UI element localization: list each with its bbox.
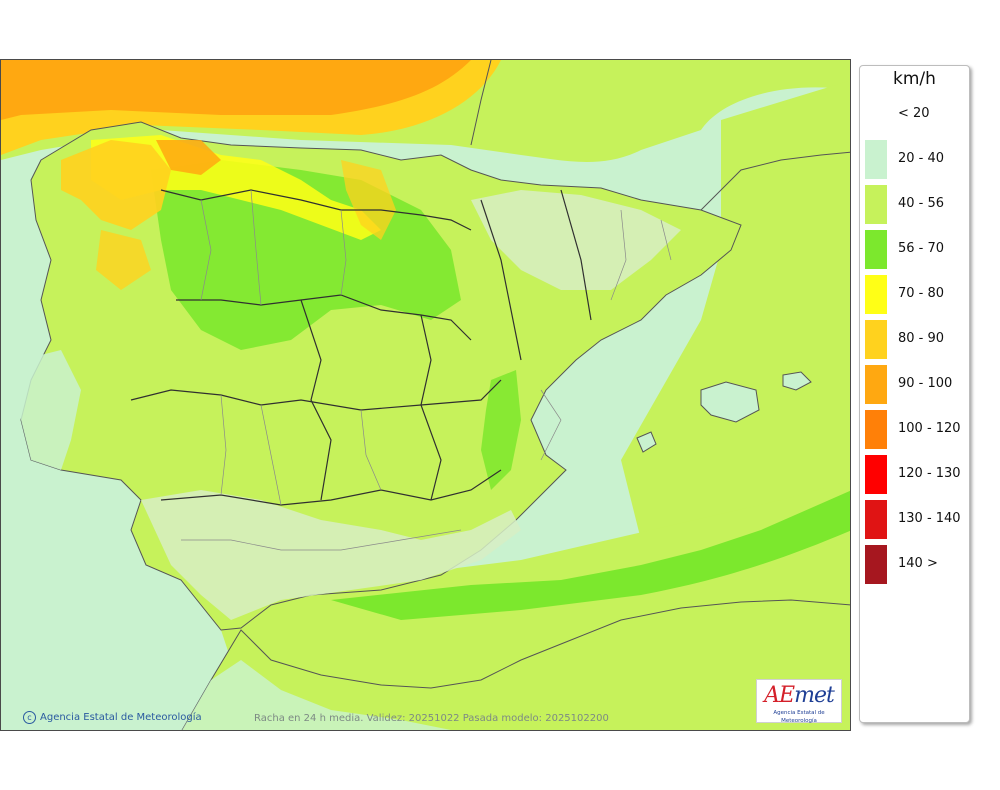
- legend-item: 130 - 140: [860, 500, 971, 541]
- legend-swatch: [865, 545, 887, 584]
- map-caption: Racha en 24 h media. Validez: 20251022 P…: [254, 713, 609, 724]
- credit: c Agencia Estatal de Meteorología: [23, 711, 202, 724]
- copyright-icon: c: [23, 711, 36, 724]
- legend-item: 100 - 120: [860, 410, 971, 451]
- legend-label: 56 - 70: [898, 241, 945, 256]
- legend-item: 56 - 70: [860, 230, 971, 271]
- legend-label: 70 - 80: [898, 286, 945, 301]
- ibiza: [636, 431, 657, 453]
- aemet-logo-wordmark: AEmet: [757, 683, 841, 709]
- levante-56-70-zone: [481, 370, 521, 490]
- menorca: [782, 371, 812, 391]
- legend-swatch: [865, 230, 887, 269]
- portugal-coast-zone: [21, 350, 81, 470]
- legend-swatch: [865, 95, 887, 134]
- legend-label: 100 - 120: [898, 421, 961, 436]
- legend-label: < 20: [898, 106, 930, 121]
- legend: km/h < 20 20 - 40 40 - 56 56 - 70 70 - 80 80 …: [859, 65, 970, 723]
- province-boundaries: [181, 189, 672, 551]
- aemet-logo-subtitle: Agencia Estatal de Meteorología: [773, 710, 825, 724]
- legend-item: 90 - 100: [860, 365, 971, 406]
- legend-item: < 20: [860, 95, 971, 136]
- france-coast: [470, 60, 850, 211]
- galicia-coast-80-90-zone: [96, 230, 151, 290]
- legend-item: 140 >: [860, 545, 971, 586]
- legend-item: 80 - 90: [860, 320, 971, 361]
- northeast-calm-zone: [471, 190, 681, 290]
- legend-label: 20 - 40: [898, 151, 945, 166]
- credit-text: Agencia Estatal de Meteorología: [40, 712, 202, 723]
- legend-item: 40 - 56: [860, 185, 971, 226]
- legend-swatch: [865, 455, 887, 494]
- legend-item: 70 - 80: [860, 275, 971, 316]
- legend-label: 120 - 130: [898, 466, 961, 481]
- legend-swatch: [865, 410, 887, 449]
- north-africa-coast: [181, 599, 850, 730]
- mallorca: [700, 381, 760, 423]
- legend-swatch: [865, 365, 887, 404]
- south-interior-calm-zone: [141, 490, 521, 620]
- wind-gust-map: c Agencia Estatal de Meteorología Racha …: [0, 59, 851, 731]
- aemet-logo: AEmet Agencia Estatal de Meteorología: [756, 679, 842, 724]
- legend-label: 40 - 56: [898, 196, 945, 211]
- legend-item: 20 - 40: [860, 140, 971, 181]
- picos-90-100-zone: [156, 140, 221, 175]
- logo-word-a: AE: [764, 683, 795, 708]
- legend-swatch: [865, 320, 887, 359]
- galicia-80-90-zone: [61, 140, 171, 230]
- legend-label: 80 - 90: [898, 331, 945, 346]
- legend-label: 140 >: [898, 556, 938, 571]
- legend-unit: km/h: [893, 69, 936, 89]
- legend-swatch: [865, 500, 887, 539]
- alboran-gust-band-strong: [331, 490, 850, 620]
- iberian-range-70-80-zone: [341, 160, 396, 240]
- logo-word-b: met: [794, 683, 835, 708]
- north-africa-inland-zone: [182, 660, 451, 730]
- biscay-gust-band-orange: [1, 60, 471, 120]
- region-boundaries: [130, 189, 592, 506]
- legend-swatch: [865, 140, 887, 179]
- legend-label: 130 - 140: [898, 511, 961, 526]
- legend-swatch: [865, 185, 887, 224]
- legend-label: 90 - 100: [898, 376, 953, 391]
- legend-swatch: [865, 275, 887, 314]
- legend-item: 120 - 130: [860, 455, 971, 496]
